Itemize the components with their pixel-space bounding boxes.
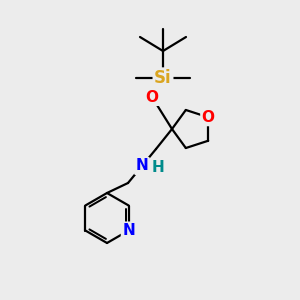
Text: H: H	[152, 160, 164, 175]
Text: Si: Si	[154, 69, 172, 87]
Text: N: N	[122, 223, 135, 238]
Text: N: N	[136, 158, 148, 173]
Text: O: O	[146, 89, 158, 104]
Text: O: O	[202, 110, 215, 125]
